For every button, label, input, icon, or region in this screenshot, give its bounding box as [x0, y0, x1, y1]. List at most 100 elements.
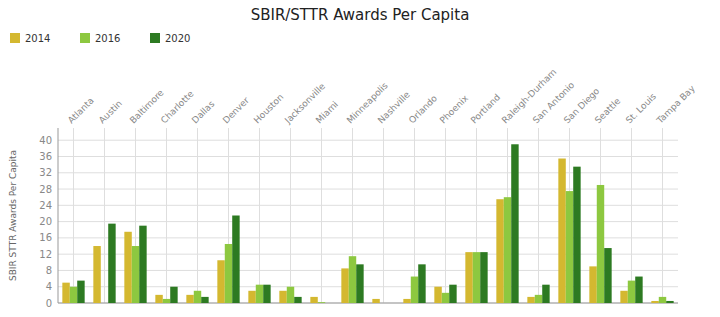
x-tick-label: Phoenix	[438, 93, 471, 126]
grid	[58, 128, 678, 303]
bar	[310, 297, 317, 303]
bar	[263, 285, 270, 303]
y-tick-label: 4	[46, 281, 52, 292]
bar	[411, 277, 418, 303]
x-grid-line	[197, 128, 198, 303]
bar	[380, 303, 387, 304]
x-tick-label: Austin	[97, 98, 124, 125]
x-grid-line	[383, 128, 384, 303]
bar	[325, 303, 332, 304]
bar	[132, 246, 139, 303]
bar	[356, 264, 363, 303]
legend: 201420162020	[10, 33, 190, 44]
bar	[124, 232, 131, 303]
bar	[480, 252, 487, 303]
bar	[279, 291, 286, 303]
bar	[651, 301, 658, 303]
bar	[70, 287, 77, 303]
x-tick-label: Tampa Bay	[654, 83, 697, 126]
y-tick-label: 36	[39, 151, 52, 162]
bars	[62, 144, 673, 303]
bar	[225, 244, 232, 303]
y-grid-line	[58, 237, 678, 238]
x-grid-line	[445, 128, 446, 303]
bar	[604, 248, 611, 303]
y-grid-line	[58, 140, 678, 141]
x-grid-line	[104, 128, 105, 303]
bar	[232, 216, 239, 304]
y-tick-label: 28	[39, 184, 52, 195]
x-tick-label: Orlando	[407, 93, 440, 126]
y-tick-label: 8	[46, 265, 52, 276]
bar	[589, 266, 596, 303]
x-tick-label: Dallas	[190, 99, 217, 126]
y-tick-label: 20	[39, 216, 52, 227]
y-grid-line	[58, 221, 678, 222]
bar	[434, 287, 441, 303]
x-tick-label: Houston	[252, 92, 286, 126]
bar	[108, 224, 115, 303]
x-grid-line	[662, 128, 663, 303]
bar	[597, 185, 604, 303]
x-grid-line	[321, 128, 322, 303]
x-tick-label: Denver	[221, 95, 251, 125]
bar	[620, 291, 627, 303]
x-axis-line	[58, 303, 678, 304]
x-grid-line	[73, 128, 74, 303]
bar	[163, 299, 170, 303]
bar	[155, 295, 162, 303]
x-grid-line	[631, 128, 632, 303]
legend-label: 2014	[25, 33, 50, 44]
bar	[217, 260, 224, 303]
title: SBIR/STTR Awards Per Capita	[251, 6, 470, 24]
bar	[341, 268, 348, 303]
x-grid-line	[166, 128, 167, 303]
y-grid-line	[58, 172, 678, 173]
legend-swatch	[80, 33, 90, 43]
y-grid-line	[58, 254, 678, 255]
bar	[558, 159, 565, 303]
bar	[527, 297, 534, 303]
bar	[635, 277, 642, 303]
x-tick-label: Portland	[469, 92, 502, 125]
y-axis-label: SBIR STTR Awards Per Capita	[8, 150, 18, 281]
legend-swatch	[150, 33, 160, 43]
bar	[139, 226, 146, 303]
bar	[504, 197, 511, 303]
x-tick-label: Miami	[314, 99, 340, 125]
y-grid-line	[58, 303, 678, 304]
y-grid-line	[58, 189, 678, 190]
bar	[186, 295, 193, 303]
legend-swatch	[10, 33, 20, 43]
y-grid-line	[58, 156, 678, 157]
bar	[573, 167, 580, 303]
bar	[659, 297, 666, 303]
y-tick-label: 24	[39, 200, 52, 211]
bar	[465, 252, 472, 303]
y-grid-line	[58, 270, 678, 271]
x-tick-label: Nashville	[376, 89, 412, 125]
y-grid-line	[58, 286, 678, 287]
x-tick-label: Seattle	[593, 95, 623, 125]
bar	[101, 303, 108, 304]
bar	[62, 283, 69, 303]
bar	[287, 287, 294, 303]
bar	[387, 303, 394, 304]
bar	[256, 285, 263, 303]
bar	[349, 256, 356, 303]
bar	[666, 301, 673, 303]
y-tick-label: 0	[46, 298, 52, 309]
bar	[566, 191, 573, 303]
x-tick-label: St. Louis	[624, 91, 658, 125]
bar	[511, 144, 518, 303]
bar	[201, 297, 208, 303]
bar	[449, 285, 456, 303]
bar	[372, 299, 379, 303]
bar	[170, 287, 177, 303]
x-grid-line	[259, 128, 260, 303]
y-tick-label: 12	[39, 249, 52, 260]
bar	[542, 285, 549, 303]
bar	[535, 295, 542, 303]
bar	[473, 252, 480, 303]
bar	[418, 264, 425, 303]
